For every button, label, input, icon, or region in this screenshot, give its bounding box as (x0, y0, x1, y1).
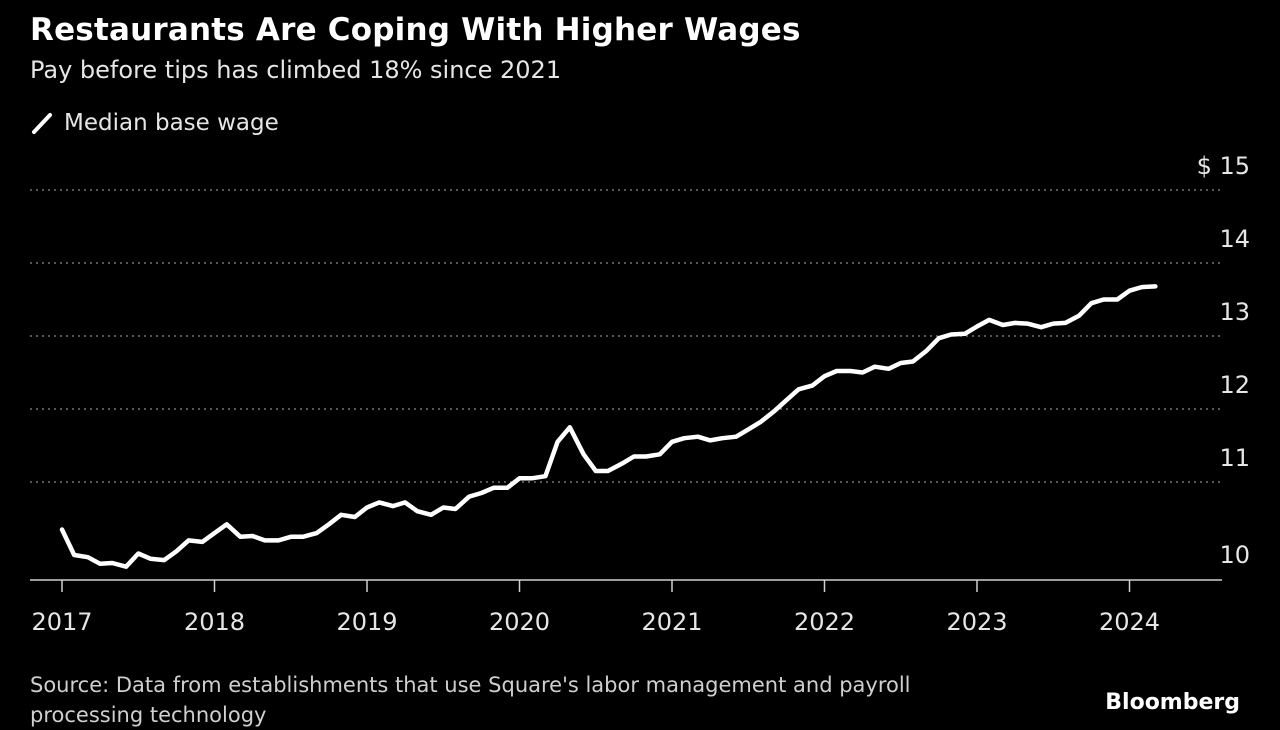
y-tick-label: 13 (1219, 298, 1250, 326)
chart-title: Restaurants Are Coping With Higher Wages (30, 12, 801, 48)
y-tick-label: 14 (1219, 225, 1250, 253)
x-tick-label: 2022 (794, 608, 855, 636)
x-tick-label: 2018 (184, 608, 245, 636)
series-line-median-base-wage (59, 284, 1158, 569)
brand-logo: Bloomberg (1105, 690, 1240, 715)
gridlines (30, 189, 1222, 483)
x-tick-label: 2019 (336, 608, 397, 636)
y-tick-label: 12 (1219, 371, 1250, 399)
series-group (59, 284, 1158, 569)
legend: Median base wage (30, 110, 279, 136)
y-tick-label: 11 (1219, 444, 1250, 472)
source-note: Source: Data from establishments that us… (30, 673, 911, 727)
y-tick-label: 10 (1219, 541, 1250, 569)
legend-label: Median base wage (64, 110, 279, 136)
y-axis: $ 15 14 13 12 11 10 (1197, 152, 1250, 569)
x-tick-label: 2024 (1099, 608, 1160, 636)
legend-line-swatch-icon (32, 113, 52, 134)
x-tick-label: 2021 (641, 608, 702, 636)
x-tick-label: 2017 (31, 608, 92, 636)
x-tick-label: 2020 (489, 608, 550, 636)
y-tick-label: $ 15 (1197, 152, 1250, 180)
x-axis: 2017 2018 2019 2020 2021 2022 2023 2024 (30, 579, 1222, 636)
x-tick-label: 2023 (946, 608, 1007, 636)
chart-subtitle: Pay before tips has climbed 18% since 20… (30, 56, 562, 84)
